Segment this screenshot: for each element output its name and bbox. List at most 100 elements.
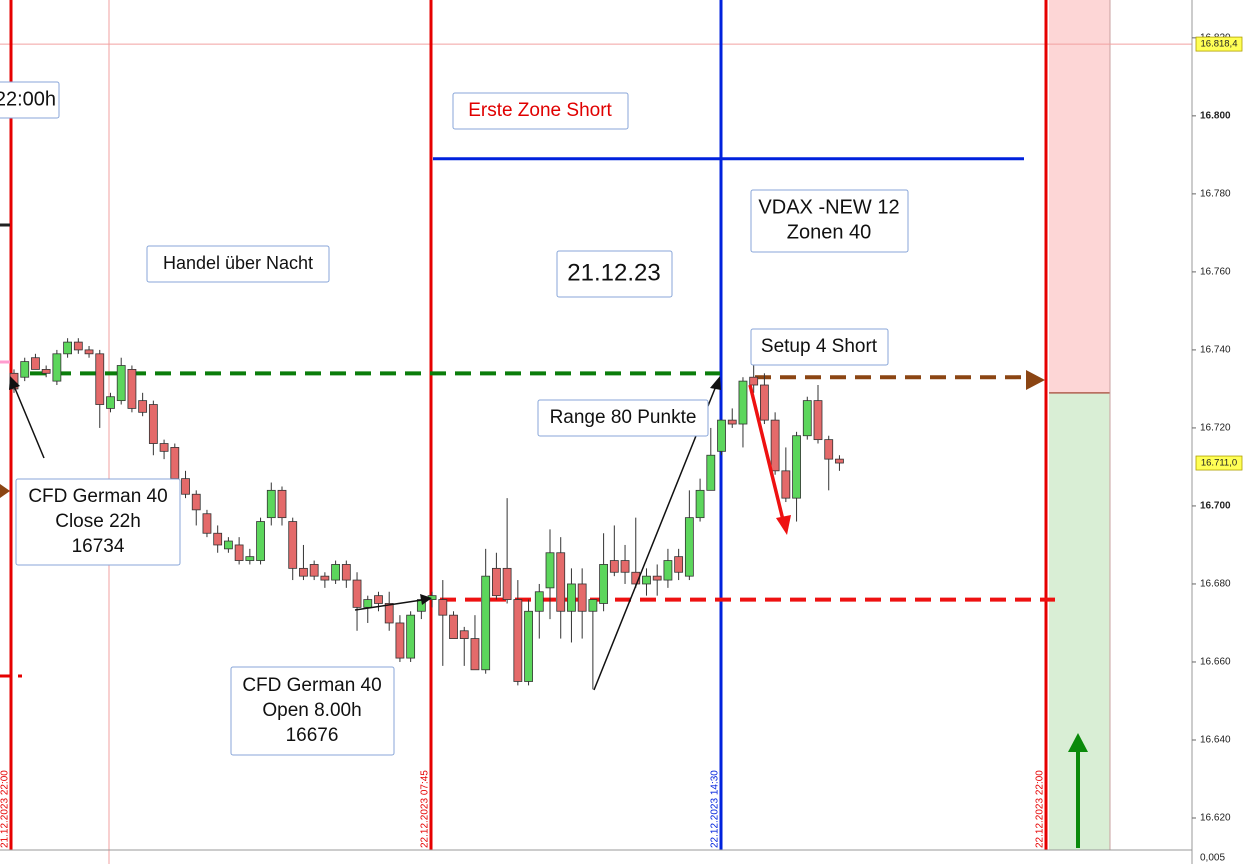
candle-body (127, 369, 137, 409)
candle-body (234, 544, 244, 561)
candle-body (31, 357, 40, 370)
candle-body (438, 599, 448, 616)
candle-body (770, 419, 780, 472)
candle-body (148, 404, 158, 444)
annotation-box (556, 250, 673, 298)
candle-body (191, 493, 201, 511)
session-label: 21.12.2023 22:00 (0, 770, 11, 848)
annotation-text: 16676 (286, 725, 339, 746)
candle-body (245, 556, 255, 561)
candle-body (674, 556, 684, 573)
candle-body (331, 564, 341, 581)
candle-body (170, 447, 180, 480)
annotation-text: Close 22h (55, 511, 141, 532)
candle-body (213, 532, 223, 546)
price-marker (1195, 455, 1243, 471)
y-tick-label: 16.740 (1200, 345, 1231, 356)
candle-body (52, 353, 62, 382)
arrowhead (1068, 733, 1088, 752)
arrowhead (710, 376, 721, 390)
candle-body (63, 341, 72, 355)
candle-body (802, 400, 812, 437)
candle-body (320, 575, 330, 581)
y-tick-label: 16.640 (1200, 735, 1231, 746)
candle-body (513, 599, 523, 682)
candle-body (20, 361, 30, 378)
annotation-text: VDAX -NEW 12 (758, 196, 899, 218)
candle-body (341, 564, 351, 581)
annotation-text: Range 80 Punkte (550, 407, 697, 428)
candle-body (181, 478, 190, 495)
candle-body (556, 552, 566, 612)
arrowhead (1026, 370, 1045, 390)
candle-body (384, 603, 394, 624)
candle-body (84, 349, 94, 355)
annotation-text: Handel über Nacht (163, 253, 313, 273)
annotation-box (15, 478, 181, 566)
candle-body (73, 341, 83, 351)
candle-body (159, 443, 169, 452)
candle-body (567, 583, 576, 612)
annotation-text: 16734 (72, 536, 125, 557)
candle-body (299, 567, 308, 577)
annotation-text: Zonen 40 (787, 221, 872, 243)
marks-layer (9, 0, 1055, 850)
candle-body (642, 575, 651, 585)
session-label: 22.12.2023 14:30 (710, 770, 721, 848)
candle-body (95, 353, 105, 405)
candle-body (256, 521, 265, 561)
annotation-text: Open 8.00h (262, 700, 361, 721)
candle-body (760, 384, 769, 421)
candle-body (781, 470, 791, 499)
arrowhead (9, 376, 20, 390)
candle-body (491, 567, 501, 597)
candle-body (223, 540, 233, 550)
annotation-box (537, 399, 709, 437)
candle-body (813, 400, 823, 441)
candle-body (588, 599, 598, 612)
candle-body (481, 575, 491, 671)
candle-body (599, 564, 608, 604)
candle-body (824, 439, 834, 460)
candle-body (106, 396, 115, 409)
price-marker-label: 16.818,4 (1201, 39, 1238, 50)
candle-body (534, 591, 544, 612)
candle-body (524, 610, 533, 682)
left-arrowhead (0, 484, 10, 498)
y-tick-label: 16.780 (1200, 189, 1231, 200)
candle-body (663, 560, 673, 581)
candle-body (577, 583, 587, 612)
candle-body (288, 521, 298, 569)
candle-body (738, 380, 748, 425)
candle-body (266, 489, 276, 519)
y-tick-label: 16.660 (1200, 657, 1231, 668)
annotation-text: 21.12.23 (567, 259, 660, 286)
y-tick-label: 16.620 (1200, 813, 1231, 824)
annotation-box (750, 189, 909, 253)
annotation-box (0, 81, 60, 119)
candle-body (749, 376, 759, 386)
volume-axis-label: 0,005 (1200, 853, 1225, 864)
annotation-text: CFD German 40 (242, 675, 381, 696)
session-label: 22.12.2023 22:00 (1035, 770, 1046, 848)
y-tick-label: 16.800 (1200, 110, 1231, 121)
candle-body (352, 579, 362, 608)
annotation-box (750, 328, 889, 366)
annotation-text: 22:00h (0, 88, 56, 110)
y-tick-label: 16.680 (1200, 579, 1231, 590)
candle-body (652, 575, 662, 581)
candle-body (406, 614, 416, 659)
candle-body (309, 564, 319, 577)
arrowhead (420, 594, 432, 605)
candle-body (363, 599, 373, 608)
session-label: 22.12.2023 07:45 (420, 770, 431, 848)
candle-body (41, 369, 51, 374)
candle-body (727, 419, 737, 425)
candle-body (459, 630, 469, 639)
candle-body (395, 622, 405, 659)
annotation-text: Setup 4 Short (761, 336, 878, 357)
candle-body (502, 567, 512, 600)
